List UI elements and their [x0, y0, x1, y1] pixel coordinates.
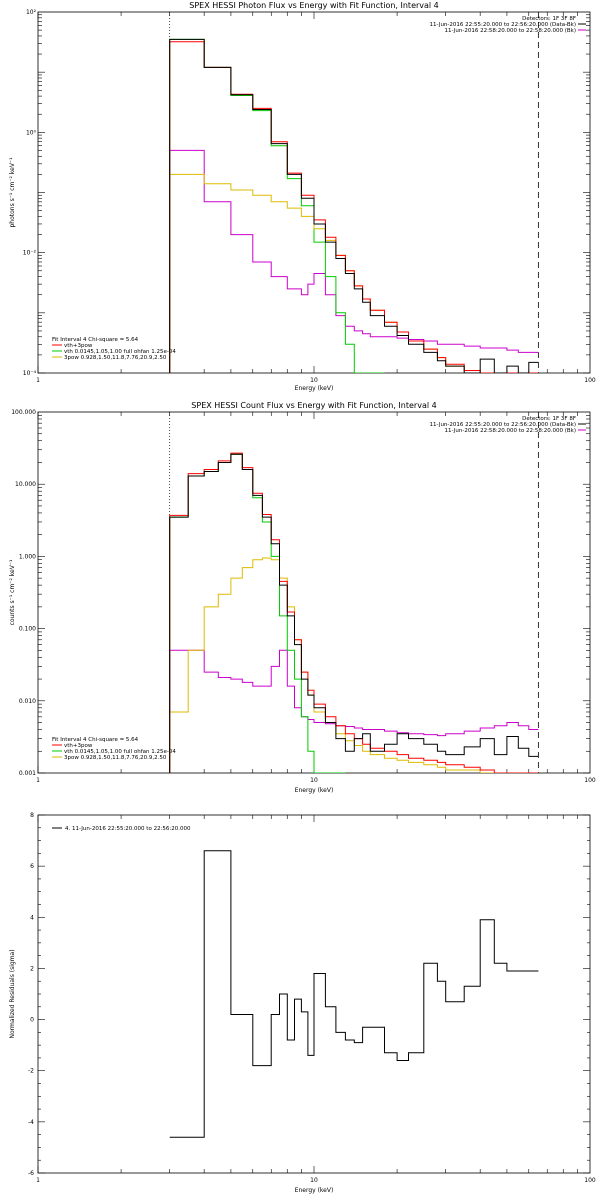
legend-text: 4. 11-Jun-2016 22:55:20.000 to 22:56:20.…	[65, 826, 191, 832]
series-vth	[169, 453, 346, 773]
plot-area	[169, 850, 539, 1138]
y-tick-label: -2	[28, 1068, 34, 1075]
chart-title: SPEX HESSI Photon Flux vs Energy with Fi…	[189, 1, 439, 10]
x-tick-label: 100	[584, 1177, 596, 1184]
x-tick-label: 1	[36, 377, 40, 384]
x-tick-label: 100	[584, 377, 596, 384]
x-axis-label: Energy (keV)	[295, 1187, 334, 1194]
y-axis-label: photons s⁻¹ cm⁻² keV⁻¹	[9, 157, 16, 228]
series-data-bk	[169, 453, 539, 773]
y-tick-label: -4	[28, 1119, 34, 1126]
header-line: 11-Jun-2016 22:58:20.000 to 22:58:20.000…	[444, 28, 576, 34]
y-tick-label: 10⁻⁴	[23, 370, 37, 377]
header-line: Detectors: 1F 3F 8F	[522, 416, 576, 422]
y-tick-label: 1.000	[19, 553, 36, 560]
y-axis-label: counts s⁻¹ cm⁻² keV⁻¹	[9, 559, 16, 625]
panel-1	[37, 11, 591, 374]
x-axis-label: Energy (keV)	[295, 787, 334, 794]
y-tick-label: 0.100	[19, 626, 36, 633]
y-tick-label: 2	[30, 965, 34, 972]
residuals-series	[169, 850, 539, 1138]
y-tick-label: 10⁻²	[23, 250, 37, 257]
y-tick-label: 6	[30, 863, 34, 870]
plot-area	[169, 412, 539, 773]
y-tick-label: 4	[30, 914, 34, 921]
y-tick-label: 100.000	[11, 409, 36, 416]
fit-info: Fit Interval 4 Chi-square = 5.64	[52, 737, 139, 743]
header-line: 11-Jun-2016 22:58:20.000 to 22:58:20.000…	[444, 428, 576, 434]
x-tick-label: 100	[584, 777, 596, 784]
header-line: 11-Jun-2016 22:55:20.000 to 22:56:20.000…	[430, 422, 576, 428]
series-vth-3pow	[169, 41, 539, 373]
y-tick-label: 10⁰	[26, 129, 37, 136]
y-tick-label: 0	[30, 1017, 34, 1024]
header-line: 11-Jun-2016 22:55:20.000 to 22:56:20.000…	[430, 22, 576, 28]
plot-area	[169, 12, 539, 373]
fit-info: Fit Interval 4 Chi-square = 5.64	[52, 337, 139, 343]
x-tick-label: 10	[310, 777, 318, 784]
panel-3	[37, 814, 591, 1174]
series-vth-3pow	[169, 452, 539, 773]
plot-frame	[37, 11, 591, 374]
y-tick-label: -6	[28, 1170, 34, 1177]
x-tick-label: 10	[310, 377, 318, 384]
header-line: Detectors: 1F 3F 8F	[522, 16, 576, 22]
fit-info: vth 0.0145,1.05,1.00 full ohfan 1.25e-04	[64, 349, 176, 355]
fit-info: 3pow 0.928,1.50,11.8,7.76,20.9,2.50	[64, 755, 167, 761]
y-tick-label: 10²	[26, 9, 37, 16]
fit-info: vth+3pow	[64, 743, 93, 749]
x-tick-label: 10	[310, 1177, 318, 1184]
x-tick-label: 1	[36, 1177, 40, 1184]
y-tick-label: 0.001	[19, 770, 36, 777]
series-bk	[169, 649, 539, 773]
series-vth	[169, 38, 385, 373]
y-tick-label: 8	[30, 812, 34, 819]
fit-info: vth 0.0145,1.05,1.00 full ohfan 1.25e-04	[64, 749, 176, 755]
x-tick-label: 1	[36, 777, 40, 784]
y-tick-label: 10.000	[15, 481, 36, 488]
plot-frame	[37, 411, 591, 774]
y-tick-label: 0.010	[19, 698, 36, 705]
chart-title: SPEX HESSI Count Flux vs Energy with Fit…	[191, 401, 436, 410]
y-axis-label: Normalized Residuals (sigma)	[9, 949, 16, 1038]
x-axis-label: Energy (keV)	[295, 385, 334, 392]
fit-info: 3pow 0.928,1.50,11.8,7.76,20.9,2.50	[64, 355, 167, 361]
series-data-bk	[169, 38, 539, 373]
panel-2	[37, 411, 591, 774]
fit-info: vth+3pow	[64, 343, 93, 349]
